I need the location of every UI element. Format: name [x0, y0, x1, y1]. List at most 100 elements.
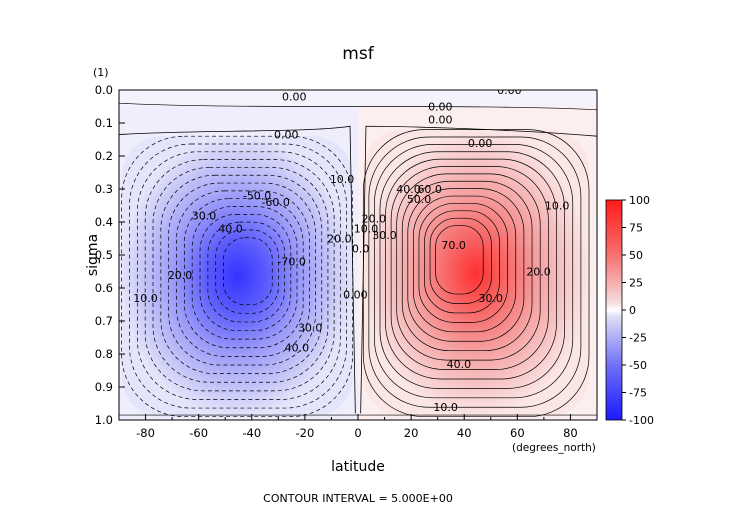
contour-label: 20.0	[327, 233, 352, 246]
contour-line	[144, 159, 335, 392]
y-tick-label: 0.3	[95, 182, 113, 196]
zero-contour-top	[119, 102, 597, 111]
colorbar-tick-label: -75	[629, 387, 647, 400]
contour-label: 40.0	[447, 358, 472, 371]
x-tick-label: -80	[136, 426, 155, 440]
contour-label: 30.0	[298, 322, 323, 335]
contour-line	[215, 229, 279, 314]
contour-line	[368, 136, 582, 408]
y-tick-label: 0.2	[95, 149, 113, 163]
colorbar: 100 75 50 25 0 -25 -50 -75 -100	[605, 194, 654, 427]
contour-label: 0.00	[428, 101, 453, 114]
contour-label: -70.0	[277, 256, 305, 269]
y-tick-label: 0.4	[95, 215, 113, 229]
colorbar-tick-label: -25	[629, 332, 647, 345]
contour-line	[160, 174, 323, 374]
zero-contour-south	[119, 125, 356, 414]
contour-label: 60.0	[417, 183, 442, 196]
contour-line	[223, 237, 273, 306]
x-axis-label: latitude	[331, 459, 385, 475]
contour-line	[429, 217, 492, 304]
upper-background	[119, 90, 597, 107]
northern-cell	[362, 129, 590, 418]
contour-line	[379, 151, 565, 389]
contour-label: 0.00	[343, 289, 368, 302]
contour-label: 10.0	[545, 200, 570, 213]
colorbar-tick-label: 100	[629, 194, 650, 207]
contour-label: 0.00	[282, 91, 307, 104]
y-tick-label: 1.0	[95, 413, 113, 427]
contour-label: 10.0	[133, 292, 158, 305]
contour-label: 70.0	[441, 239, 466, 252]
contour-line	[396, 173, 541, 361]
contour-label: 40.0	[285, 341, 310, 354]
contour-label: 20.0	[362, 213, 387, 226]
y-units-label: (1)	[93, 66, 109, 79]
contour-label: 0.00	[274, 129, 299, 142]
y-tick-label: 0.9	[95, 380, 113, 394]
contour-line	[418, 203, 508, 323]
y-tick-label: 0.7	[95, 314, 113, 328]
colorbar-tick-label: 25	[629, 277, 643, 290]
contour-line	[136, 151, 341, 400]
contour-line	[401, 180, 533, 352]
contour-line	[199, 213, 292, 331]
contour-label: 40.0	[396, 183, 421, 196]
y-tick-label: 0.8	[95, 347, 113, 361]
x-tick-label: 60	[510, 426, 525, 440]
contour-label: 20.0	[526, 266, 551, 279]
y-tick-label: 0.1	[95, 116, 113, 130]
colorbar-tick-label: -50	[629, 359, 647, 372]
y-tick-label: 0.5	[95, 248, 113, 262]
contour-label: 20.0	[168, 269, 193, 282]
colorbar-scale	[605, 199, 623, 421]
x-tick-label: 20	[404, 426, 419, 440]
x-units-label: (degrees_north)	[512, 442, 596, 454]
x-tick-label: -40	[242, 426, 261, 440]
x-tick-label: 40	[457, 426, 472, 440]
colorbar-tick-label: -100	[629, 414, 654, 427]
contour-line	[176, 190, 310, 357]
zero-contour-north	[360, 125, 597, 414]
cell-fill	[363, 129, 590, 417]
contour-label: 10.0	[354, 223, 379, 236]
x-tick-label: -20	[295, 426, 314, 440]
contour-label: -60.0	[261, 196, 289, 209]
contour-label: -50.0	[243, 190, 271, 203]
contour-line	[385, 158, 557, 380]
y-axis-label: sigma	[85, 234, 101, 276]
contour-label: 0.00	[468, 137, 493, 150]
x-tick-label: 0	[354, 426, 361, 440]
colorbar-tick-label: 50	[629, 249, 643, 262]
y-tick-label: 0.0	[95, 83, 113, 97]
colorbar-tick-label: 0	[629, 304, 636, 317]
contour-label: 30.0	[372, 229, 397, 242]
contour-label: 0.0	[352, 242, 370, 255]
contour-line	[168, 182, 316, 366]
contour-interval-footer: CONTOUR INTERVAL = 5.000E+00	[263, 492, 453, 505]
southern-cell	[121, 135, 354, 418]
contour-line	[191, 206, 298, 340]
contour-line	[390, 166, 549, 370]
colorbar-tick-label: 75	[629, 222, 643, 235]
contour-label: 50.0	[407, 193, 432, 206]
x-tick-label: -60	[189, 426, 208, 440]
x-tick-label: 80	[563, 426, 578, 440]
contour-label: 40.0	[218, 223, 243, 236]
x-axis: -80 -60 -40 -20 0 20 40 60 80	[118, 414, 598, 440]
y-tick-label: 0.6	[95, 281, 113, 295]
plot-area: 0.000.000.000.000.000.0010.0-50.0-60.030…	[118, 89, 598, 421]
contour-line	[152, 167, 329, 383]
contour-line	[413, 195, 517, 333]
contour-line	[184, 198, 304, 349]
contour-label: 30.0	[479, 292, 504, 305]
contour-line	[129, 143, 347, 409]
chart-title: msf	[342, 44, 374, 64]
contour-label: 10.0	[433, 401, 458, 414]
contour-line	[374, 144, 574, 399]
contour-line	[207, 221, 285, 323]
contour-line	[424, 210, 500, 314]
cell-fill	[121, 136, 353, 417]
contour-label: 30.0	[192, 209, 217, 222]
